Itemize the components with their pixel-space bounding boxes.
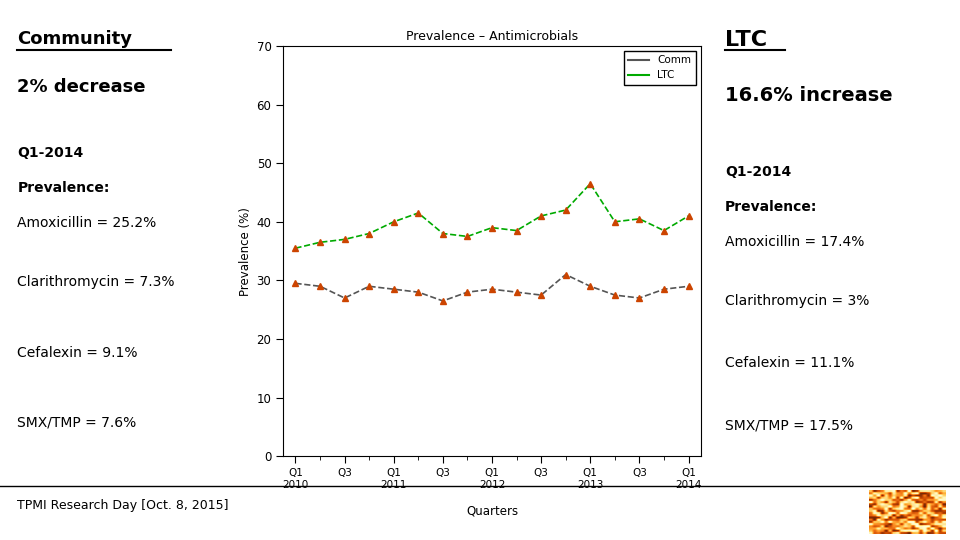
Legend: Comm, LTC: Comm, LTC <box>624 51 696 85</box>
Text: 2% decrease: 2% decrease <box>17 78 146 96</box>
Text: Amoxicillin = 25.2%: Amoxicillin = 25.2% <box>17 216 156 230</box>
Y-axis label: Prevalence (%): Prevalence (%) <box>239 207 252 295</box>
Text: Cefalexin = 9.1%: Cefalexin = 9.1% <box>17 346 138 360</box>
Text: LTC: LTC <box>725 30 767 50</box>
Text: Quarters: Quarters <box>467 505 518 518</box>
Text: Prevalence:: Prevalence: <box>17 181 109 195</box>
Text: Cefalexin = 11.1%: Cefalexin = 11.1% <box>725 356 854 370</box>
Text: SMX/TMP = 17.5%: SMX/TMP = 17.5% <box>725 418 852 433</box>
Text: Prevalence:: Prevalence: <box>725 200 817 214</box>
Text: Q1-2014: Q1-2014 <box>725 165 791 179</box>
Text: Clarithromycin = 7.3%: Clarithromycin = 7.3% <box>17 275 175 289</box>
Text: Q1-2014: Q1-2014 <box>17 146 84 160</box>
Text: TPMI Research Day [Oct. 8, 2015]: TPMI Research Day [Oct. 8, 2015] <box>17 500 228 512</box>
Title: Prevalence – Antimicrobials: Prevalence – Antimicrobials <box>406 30 578 43</box>
Text: SMX/TMP = 7.6%: SMX/TMP = 7.6% <box>17 416 136 430</box>
Text: Community: Community <box>17 30 132 48</box>
Text: Amoxicillin = 17.4%: Amoxicillin = 17.4% <box>725 235 864 249</box>
Text: 16.6% increase: 16.6% increase <box>725 86 893 105</box>
Text: Clarithromycin = 3%: Clarithromycin = 3% <box>725 294 869 308</box>
